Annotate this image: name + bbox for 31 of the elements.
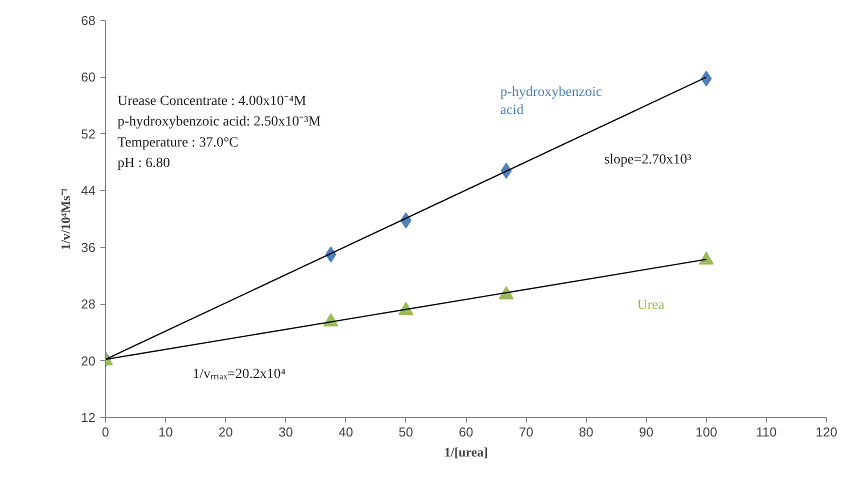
x-tick-label: 110 <box>756 424 777 440</box>
annotation: Urease Concentrate : 4.00x10⁻⁴M <box>118 94 307 109</box>
x-tick-label: 30 <box>278 424 293 440</box>
x-tick-label: 60 <box>458 424 474 440</box>
y-axis-title: 1/v/10⁴Ms⁻¹ <box>58 188 74 250</box>
x-axis-title: 1/[urea] <box>444 444 488 460</box>
x-tick-label: 20 <box>218 424 233 440</box>
y-tick-label: 20 <box>81 353 96 368</box>
annotation: 1/vₘₐₓ=20.2x10⁴ <box>192 366 286 382</box>
x-tick-label: 120 <box>816 424 838 440</box>
annotation: Temperature : 37.0°C <box>118 136 238 151</box>
annotation: p-hydroxybenzoic acid: 2.50x10⁻³M <box>118 114 322 130</box>
y-tick-label: 68 <box>81 13 96 28</box>
text: p-hydroxybenzoic acid <box>500 85 602 118</box>
y-tick-label: 44 <box>81 183 96 198</box>
x-tick-label: 90 <box>639 424 654 440</box>
x-tick-label: 100 <box>695 424 718 440</box>
x-tick-label: 70 <box>518 424 534 440</box>
x-tick-label: 40 <box>338 424 354 440</box>
annotation: slope=2.70x10³ <box>604 152 692 168</box>
y-tick-label: 60 <box>81 70 96 85</box>
y-tick-label: 52 <box>81 126 96 142</box>
text: Urea <box>637 298 666 313</box>
y-tick-label: 28 <box>81 296 96 312</box>
x-tick-label: 0 <box>102 424 110 440</box>
x-tick-label: 80 <box>578 424 594 440</box>
x-tick-label: 50 <box>398 424 414 440</box>
x-tick-label: 10 <box>158 424 173 440</box>
y-tick-label: 36 <box>81 240 96 255</box>
y-tick-label: 12 <box>81 410 96 425</box>
annotation: pH : 6.80 <box>118 156 170 172</box>
